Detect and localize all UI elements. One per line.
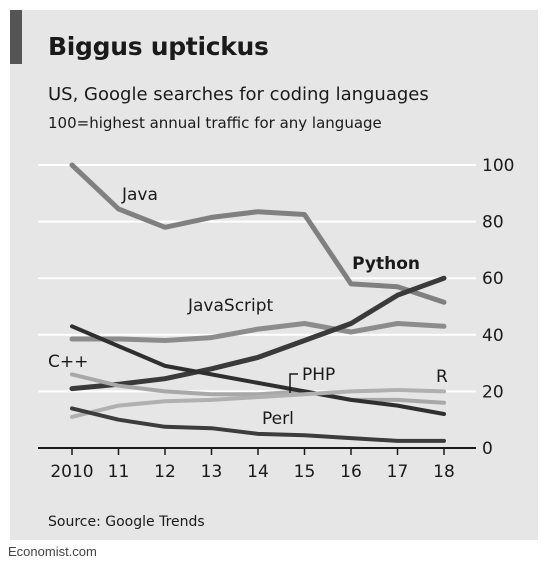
y-axis: 0 20 40 60 80 100 <box>482 156 514 459</box>
chart-subtitle: US, Google searches for coding languages <box>48 84 429 105</box>
series-line-python <box>69 275 447 392</box>
y-tick-label: 60 <box>482 269 504 289</box>
x-axis: 2010 11 12 13 14 15 16 17 18 <box>38 447 476 482</box>
series-line-r <box>70 388 446 419</box>
series-label-r: R <box>436 367 448 387</box>
source-note: Source: Google Trends <box>48 514 205 530</box>
x-tick-label: 11 <box>108 462 130 482</box>
y-tick-label: 20 <box>482 382 504 402</box>
php-leader-line <box>289 373 298 393</box>
series-line-javascript <box>69 321 447 343</box>
y-tick-label: 40 <box>482 326 504 346</box>
chart-card: Biggus uptickus US, Google searches for … <box>10 10 538 540</box>
x-tick-label: 17 <box>387 462 409 482</box>
series-labels: Java JavaScript Python C++ PHP R Perl <box>48 185 448 429</box>
chart-note: 100=highest annual traffic for any langu… <box>48 114 382 132</box>
series-line-c- <box>70 372 446 405</box>
x-tick-label: 2010 <box>50 462 93 482</box>
series-label-python: Python <box>352 254 420 274</box>
chart-title: Biggus uptickus <box>48 32 269 61</box>
x-tick-label: 14 <box>247 462 269 482</box>
y-tick-label: 0 <box>482 439 493 459</box>
series-label-javascript: JavaScript <box>187 296 274 316</box>
series-lines <box>69 162 447 443</box>
series-line-php <box>70 324 446 416</box>
x-tick-label: 12 <box>154 462 176 482</box>
series-line-perl <box>70 406 446 443</box>
y-tick-label: 100 <box>482 156 514 176</box>
footer-credit: Economist.com <box>8 544 97 559</box>
series-label-java: Java <box>121 185 158 205</box>
series-label-php: PHP <box>302 365 335 385</box>
series-line-java <box>69 162 447 305</box>
x-tick-label: 15 <box>294 462 316 482</box>
x-tick-label: 16 <box>340 462 362 482</box>
accent-bar <box>10 10 22 64</box>
x-tick-label: 13 <box>201 462 223 482</box>
series-label-c-: C++ <box>48 352 88 372</box>
y-tick-label: 80 <box>482 213 504 233</box>
x-tick-label: 18 <box>433 462 455 482</box>
series-label-perl: Perl <box>262 409 294 429</box>
